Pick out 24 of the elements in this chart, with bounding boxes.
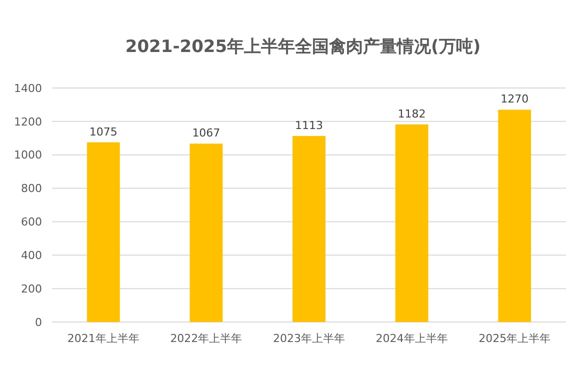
x-tick-label: 2023年上半年	[273, 332, 345, 345]
data-label: 1182	[398, 107, 426, 120]
x-tick-label: 2025年上半年	[478, 332, 551, 345]
y-tick-label: 200	[21, 282, 42, 296]
bar	[190, 144, 223, 322]
y-tick-label: 800	[21, 182, 42, 196]
bar	[498, 110, 532, 322]
chart-title: 2021-2025年上半年全国禽肉产量情况(万吨)	[125, 37, 481, 57]
x-tick-label: 2024年上半年	[376, 332, 448, 345]
data-label: 1075	[89, 125, 118, 138]
y-tick-label: 1400	[14, 82, 42, 95]
y-tick-label: 1200	[14, 115, 42, 128]
bar	[395, 124, 428, 322]
data-label: 1067	[192, 126, 220, 140]
y-tick-label: 1000	[14, 148, 42, 162]
data-label: 1270	[500, 92, 529, 106]
y-tick-label: 600	[21, 216, 42, 229]
bar	[86, 142, 120, 322]
y-tick-label: 400	[21, 248, 42, 262]
x-tick-label: 2022年上半年	[170, 332, 242, 345]
data-label: 1113	[295, 118, 323, 132]
bar	[292, 136, 326, 322]
x-tick-label: 2021年上半年	[67, 332, 140, 345]
y-tick-label: 0	[35, 316, 42, 329]
